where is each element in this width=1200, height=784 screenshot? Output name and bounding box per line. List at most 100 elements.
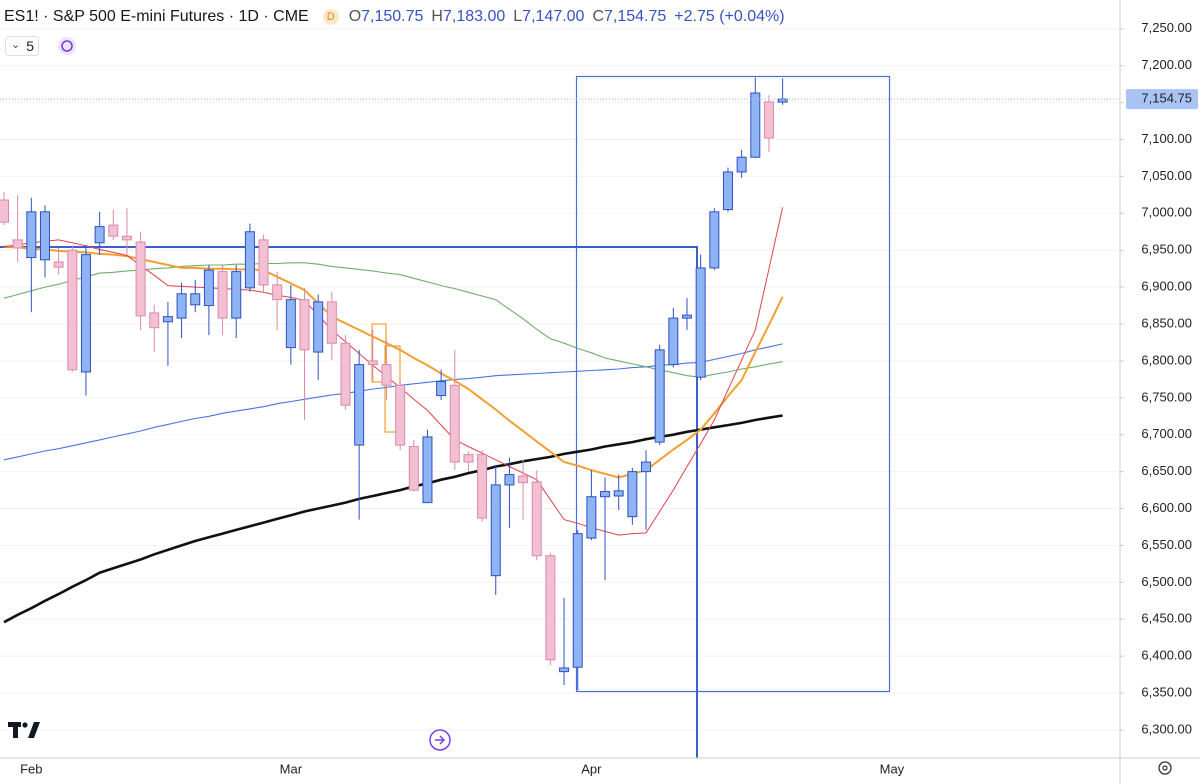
candle-body [422,436,433,504]
moving-average-line [3,245,784,479]
y-tick-label: 6,800.00 [1141,352,1192,367]
candle-body [559,667,570,673]
candle-body [722,171,733,211]
candle-body [149,312,160,329]
candle-body [436,381,447,397]
candle-body [244,231,255,289]
candle-body [518,475,529,484]
candle-body [53,261,64,268]
candle-body [504,474,515,486]
logo[interactable] [8,722,40,738]
candle-body [750,92,761,158]
scroll-to-realtime[interactable] [429,729,451,751]
candle-body [12,239,23,249]
candle-body [613,490,624,497]
y-tick-label: 6,400.00 [1141,648,1192,663]
y-tick-label: 7,200.00 [1141,57,1192,72]
candle-body [490,484,501,577]
candle-body [326,301,337,344]
candle-body [777,98,788,103]
y-tick-label: 6,700.00 [1141,426,1192,441]
candle-body [449,384,460,463]
candle-body [763,101,774,139]
close-value: 7,154.75 [604,8,667,25]
candle-body [285,299,296,349]
candle-body [668,317,679,366]
delay-badge: D [322,9,339,25]
candle-body [135,241,146,317]
candle-body [381,364,392,386]
y-tick-label: 6,950.00 [1141,242,1192,257]
range-box[interactable] [575,75,891,693]
candle-body [736,156,747,173]
candle-body [80,254,91,373]
y-axis: 6,300.00 6,350.00 6,400.00 6,450.00 6,500.00… [1120,20,1198,736]
refresh-icon[interactable] [58,37,76,55]
candle-body [354,364,365,446]
trend-line[interactable] [0,246,698,758]
y-tick-label: 6,300.00 [1141,721,1192,736]
indicator-count: 5 [26,38,34,54]
y-tick-label: 6,450.00 [1141,611,1192,626]
candle-body [340,342,351,406]
candles [0,77,1120,691]
x-tick-label: May [880,761,905,776]
candle-body [682,314,692,319]
y-tick-label: 7,100.00 [1141,131,1192,146]
x-axis: Feb Mar Apr May [20,761,905,776]
y-tick-label: 6,750.00 [1141,389,1192,404]
y-tick-label: 7,250.00 [1141,20,1192,35]
moving-average-line [3,343,783,461]
header: ES1! · S&P 500 E-mini Futures · 1D · CME… [4,8,793,26]
moving-average-line [3,262,783,378]
indicator-toggle[interactable]: ⌄ 5 [5,36,39,56]
candle-body [531,481,542,557]
candle-body [272,284,283,301]
y-tick-label: 6,900.00 [1141,279,1192,294]
ohlc-prefix: H [431,8,443,25]
moving-averages [3,207,784,624]
candle-body [231,271,242,319]
candle-body [94,226,105,244]
y-tick-label: 7,050.00 [1141,168,1192,183]
candle-body [395,384,406,446]
candle-body [39,211,50,261]
candle-body [463,454,474,463]
high-value: 7,183.00 [442,8,506,25]
candle-body [176,293,187,319]
candle-body [572,533,583,668]
candle-body [367,360,378,366]
last-price-tag [1126,89,1198,110]
x-tick-label: Mar [280,761,303,776]
change-value: +2.75 (+0.04%) [674,8,785,25]
candle-body [695,267,706,378]
candle-body [545,555,556,661]
last-price-label: 7,154.75 [1141,91,1192,106]
candle-body [217,271,228,319]
symbol-title[interactable]: ES1! · S&P 500 E-mini Futures · 1D · CME [4,8,309,25]
candle-body [709,211,720,269]
ohlc-prefix: L [513,8,523,25]
x-tick-label: Apr [581,761,602,776]
moving-average-line [3,414,783,624]
candle-body [641,461,652,473]
y-tick-label: 6,600.00 [1141,500,1192,515]
candle-body [408,446,419,491]
candle-body [299,299,310,351]
candle-body [67,249,78,371]
candle-body [477,454,488,519]
y-tick-label: 7,000.00 [1141,205,1192,220]
x-tick-label: Feb [20,761,42,776]
y-tick-label: 6,850.00 [1141,315,1192,330]
candle-body [600,491,611,498]
candle-body [190,293,201,306]
y-tick-label: 6,350.00 [1141,684,1192,699]
ohlc-prefix: O [348,8,362,25]
candle-body [203,269,214,307]
grid [0,28,1120,731]
candle-body [586,496,597,539]
settings[interactable] [1158,761,1172,775]
low-value: 7,147.00 [522,8,585,25]
